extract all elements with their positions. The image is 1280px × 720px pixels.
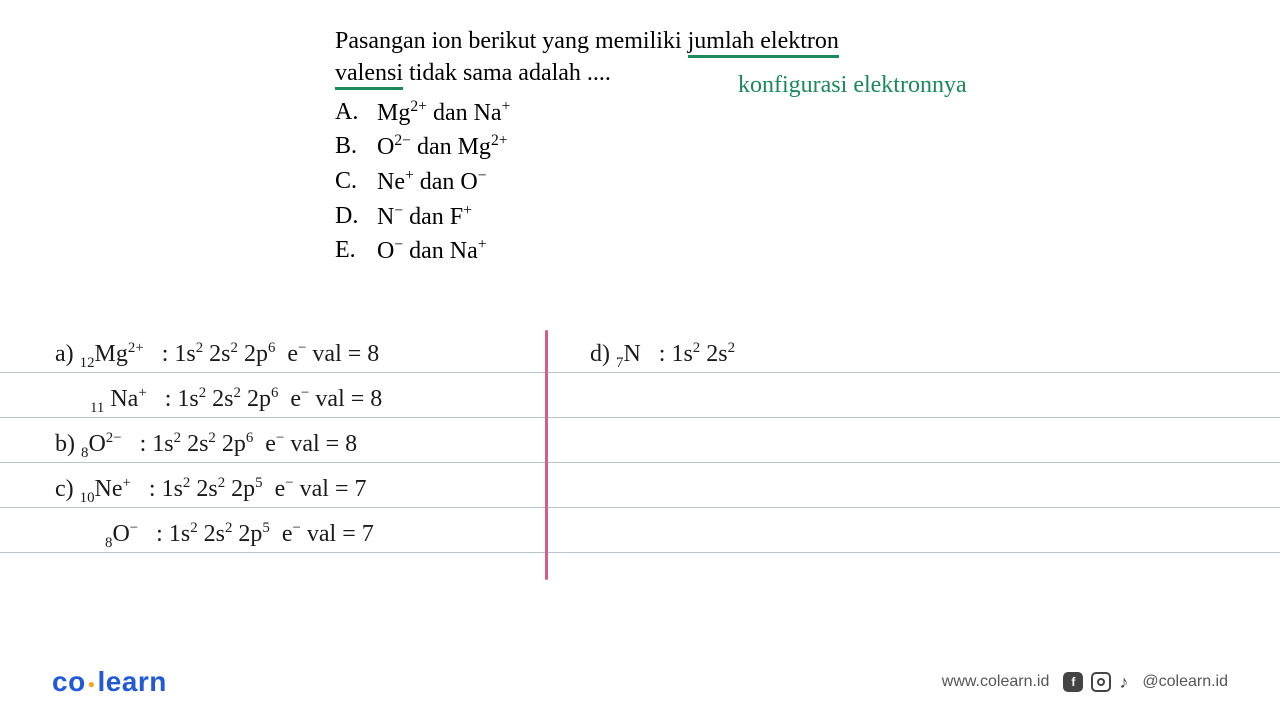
- handwriting-line: b) 8O2−: 1s2 2s2 2p6 e− val = 8: [55, 430, 357, 462]
- option-letter: A.: [335, 96, 377, 131]
- instagram-icon: [1091, 672, 1111, 692]
- social-icons: f ♪: [1063, 672, 1128, 693]
- logo-left: co: [52, 666, 86, 697]
- option-content: N− dan F+: [377, 200, 955, 235]
- option-letter: D.: [335, 200, 377, 235]
- ruled-line: [0, 372, 1280, 373]
- option-content: Ne+ dan O−: [377, 165, 955, 200]
- options-list: A.Mg2+ dan Na+B.O2− dan Mg2+C.Ne+ dan O−…: [335, 96, 955, 269]
- footer-handle: @colearn.id: [1142, 673, 1228, 691]
- option-row: E.O− dan Na+: [335, 234, 955, 269]
- option-letter: C.: [335, 165, 377, 200]
- handwriting-line: 8O−: 1s2 2s2 2p5 e− val = 7: [105, 520, 374, 552]
- question-underlined-2: valensi: [335, 60, 403, 90]
- option-row: D.N− dan F+: [335, 200, 955, 235]
- option-content: O2− dan Mg2+: [377, 130, 955, 165]
- option-content: Mg2+ dan Na+: [377, 96, 955, 131]
- divider-pink: [545, 330, 548, 580]
- question-underlined-1: jumlah elektron: [688, 28, 839, 58]
- logo-right: learn: [97, 666, 166, 697]
- handwriting-line: c) 10Ne+: 1s2 2s2 2p5 e− val = 7: [55, 475, 366, 507]
- logo: co●learn: [52, 666, 167, 698]
- option-letter: E.: [335, 234, 377, 269]
- option-letter: B.: [335, 130, 377, 165]
- option-row: A.Mg2+ dan Na+: [335, 96, 955, 131]
- footer-right: www.colearn.id f ♪ @colearn.id: [942, 672, 1228, 693]
- ruled-line: [0, 507, 1280, 508]
- question-line2-post: tidak sama adalah ....: [403, 60, 611, 86]
- tiktok-icon: ♪: [1119, 672, 1128, 693]
- handwriting-line: d) 7N: 1s2 2s2: [590, 340, 735, 372]
- handwriting-line: 11 Na+: 1s2 2s2 2p6 e− val = 8: [90, 385, 382, 417]
- option-row: B.O2− dan Mg2+: [335, 130, 955, 165]
- ruled-line: [0, 552, 1280, 553]
- question-line1-pre: Pasangan ion berikut yang memiliki: [335, 28, 688, 54]
- logo-dot: ●: [86, 677, 98, 691]
- ruled-line: [0, 462, 1280, 463]
- facebook-icon: f: [1063, 672, 1083, 692]
- option-content: O− dan Na+: [377, 234, 955, 269]
- footer-url: www.colearn.id: [942, 673, 1050, 691]
- question-block: Pasangan ion berikut yang memiliki jumla…: [335, 25, 955, 269]
- annotation-konfigurasi: konfigurasi elektronnya: [738, 72, 967, 99]
- footer: co●learn www.colearn.id f ♪ @colearn.id: [0, 666, 1280, 698]
- handwriting-line: a) 12Mg2+: 1s2 2s2 2p6 e− val = 8: [55, 340, 379, 372]
- ruled-line: [0, 417, 1280, 418]
- option-row: C.Ne+ dan O−: [335, 165, 955, 200]
